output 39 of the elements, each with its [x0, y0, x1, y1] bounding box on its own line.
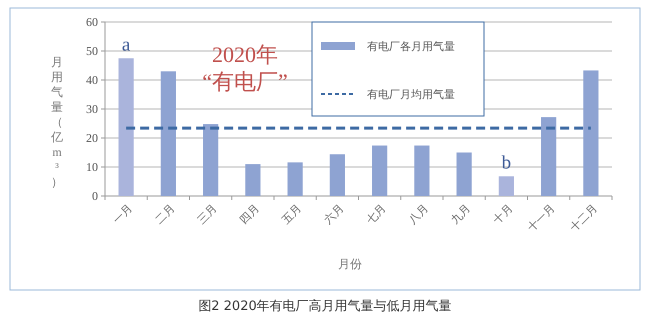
bar	[118, 58, 134, 196]
bar	[456, 152, 472, 196]
bar	[541, 117, 556, 196]
annotation: 2020年 “有电厂”	[202, 42, 288, 94]
x-tick-label: 十二月	[567, 202, 600, 234]
bar	[583, 70, 598, 196]
text: 图2 2020年有电厂高月用气量与低月用气量	[198, 298, 452, 314]
x-tick-label: 五月	[280, 202, 304, 226]
x-tick-label: 七月	[364, 202, 389, 226]
bar	[330, 154, 345, 196]
y-tick-label: 40	[86, 72, 98, 87]
x-tick-label: 六月	[322, 202, 346, 226]
y-tick-label: 0	[92, 188, 98, 203]
annotation: b	[502, 152, 512, 174]
text: 月用气量（亿m³）	[51, 55, 63, 189]
x-tick-label: 十一月	[525, 202, 558, 234]
x-tick-label: 十月	[490, 202, 516, 226]
x-tick-label: 四月	[238, 202, 262, 226]
bar	[160, 71, 176, 196]
bar	[203, 124, 218, 196]
y-tick-label: 50	[86, 44, 98, 58]
x-axis-title: 月份	[338, 257, 362, 271]
annotation: a	[122, 34, 131, 56]
bar	[372, 146, 388, 196]
y-tick-label: 20	[86, 130, 98, 145]
x-tick-label: 二月	[153, 202, 178, 226]
bar	[498, 176, 514, 196]
bar	[245, 164, 260, 196]
legend-label: 有电厂各月用气量	[367, 40, 455, 53]
y-tick-label: 60	[86, 14, 98, 29]
x-tick-label: 八月	[406, 202, 431, 226]
bar	[288, 162, 303, 196]
bar	[414, 146, 430, 196]
y-tick-label: 10	[86, 160, 98, 174]
legend-label: 有电厂月均用气量	[367, 88, 455, 101]
x-tick-label: 三月	[195, 202, 220, 226]
x-tick-label: 九月	[448, 202, 474, 226]
y-tick-label: 30	[86, 102, 98, 116]
x-tick-label: 一月	[110, 202, 136, 226]
